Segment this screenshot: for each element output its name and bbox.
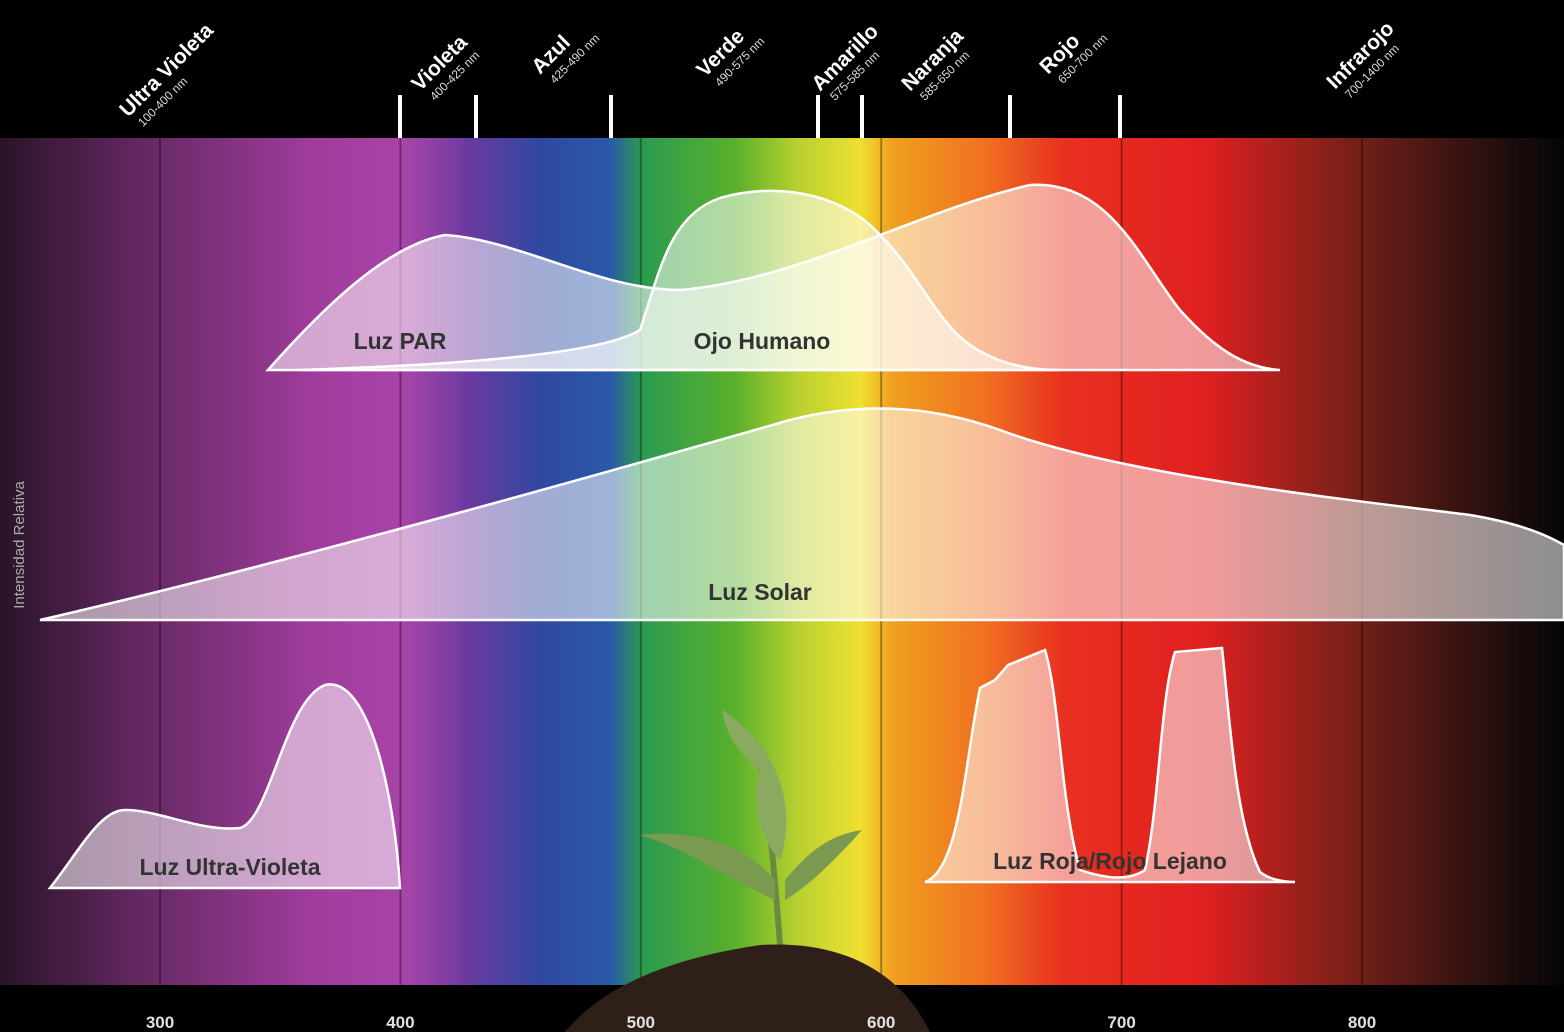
spectrum-diagram: Intensidad Relativa Luz PAR Ojo Humano L… (0, 0, 1564, 1032)
x-tick-label: 500 (627, 1013, 655, 1032)
curve-label: Ojo Humano (694, 328, 831, 354)
page: {"y_axis_label": "Intensidad Relativa", … (0, 0, 1564, 1032)
curve-label: Luz PAR (354, 328, 447, 354)
curve-label: Luz Roja/Rojo Lejano (993, 848, 1227, 874)
y-axis-label: Intensidad Relativa (11, 481, 28, 609)
x-tick-label: 300 (146, 1013, 174, 1032)
curve-label: Luz Solar (708, 579, 812, 605)
x-tick-label: 700 (1107, 1013, 1135, 1032)
x-tick-label: 600 (867, 1013, 895, 1032)
curve-label: Luz Ultra-Violeta (139, 854, 320, 880)
x-tick-label: 400 (386, 1013, 414, 1032)
x-tick-label: 800 (1348, 1013, 1376, 1032)
